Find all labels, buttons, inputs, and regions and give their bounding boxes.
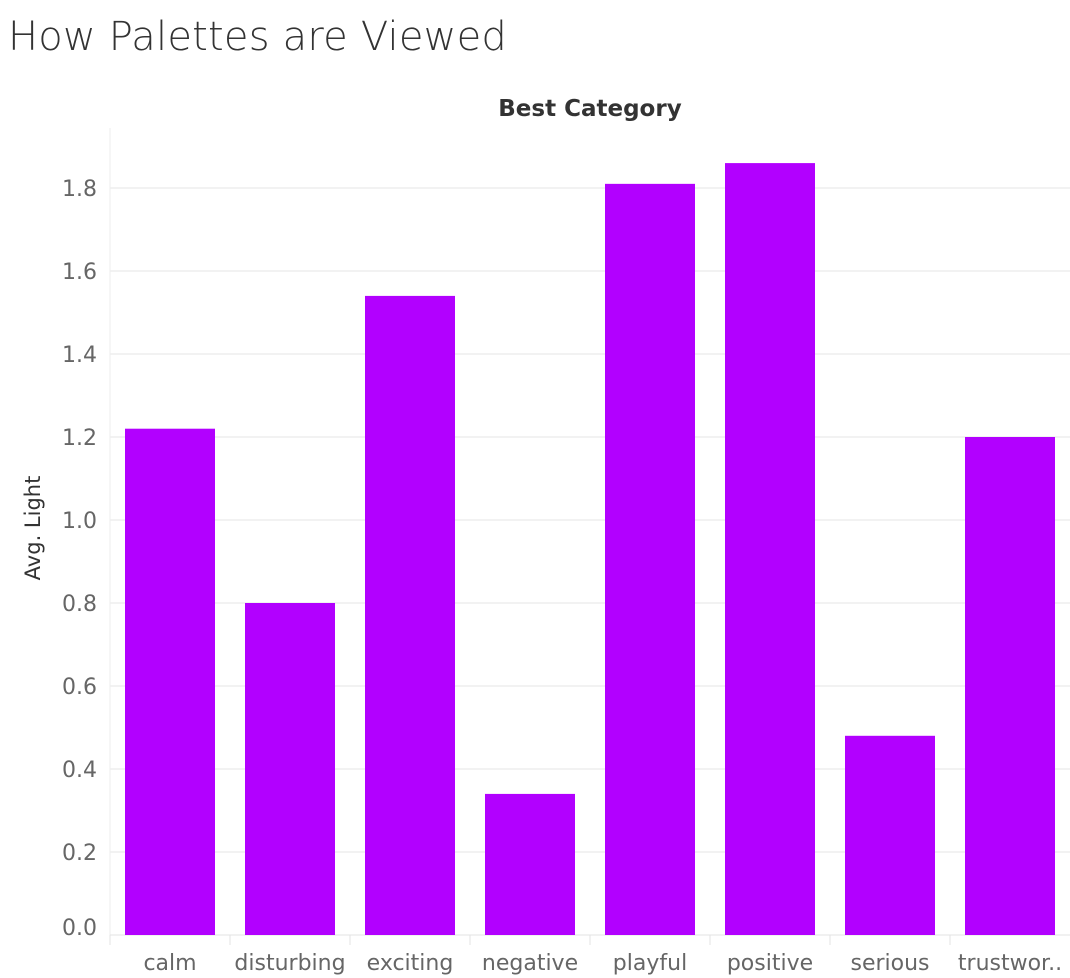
x-tick-label: calm xyxy=(143,951,196,976)
y-tick-label: 1.8 xyxy=(62,177,97,202)
y-tick-labels: 0.0 0.2 0.4 0.6 0.8 1.0 1.2 1.4 1.6 1.8 xyxy=(62,177,97,941)
y-tick-label: 0.6 xyxy=(62,675,97,700)
bar-positive[interactable] xyxy=(725,163,815,936)
bar-exciting[interactable] xyxy=(365,295,455,935)
bar-trustwor[interactable] xyxy=(965,437,1055,935)
y-tick-label: 0.4 xyxy=(62,758,97,783)
bars xyxy=(125,163,1055,936)
y-tick-label: 0.2 xyxy=(62,841,97,866)
y-tick-label: 1.6 xyxy=(62,260,97,285)
y-axis-label: Avg. Light xyxy=(21,476,45,581)
y-tick-label: 1.0 xyxy=(62,509,97,534)
bar-negative[interactable] xyxy=(485,793,575,935)
x-tick-label: playful xyxy=(613,951,687,976)
bar-serious[interactable] xyxy=(845,735,935,935)
x-tick-label: exciting xyxy=(367,951,454,976)
page-title: How Palettes are Viewed xyxy=(8,14,507,60)
x-tick-label: positive xyxy=(727,951,813,976)
y-tick-label: 0.8 xyxy=(62,592,97,617)
bar-playful[interactable] xyxy=(605,183,695,936)
column-header-label: Best Category xyxy=(498,96,681,122)
y-tick-label: 0.0 xyxy=(62,916,97,941)
bar-calm[interactable] xyxy=(125,428,215,935)
y-tick-label: 1.4 xyxy=(62,343,97,368)
y-tick-label: 1.2 xyxy=(62,426,97,451)
x-tick-label: serious xyxy=(850,951,929,976)
x-tick-label: disturbing xyxy=(234,951,345,976)
x-tick-label: trustwor.. xyxy=(958,951,1062,976)
x-tick-label: negative xyxy=(482,951,578,976)
bar-disturbing[interactable] xyxy=(245,603,335,935)
x-tick-labels: calm disturbing exciting negative playful pos… xyxy=(109,935,1062,976)
